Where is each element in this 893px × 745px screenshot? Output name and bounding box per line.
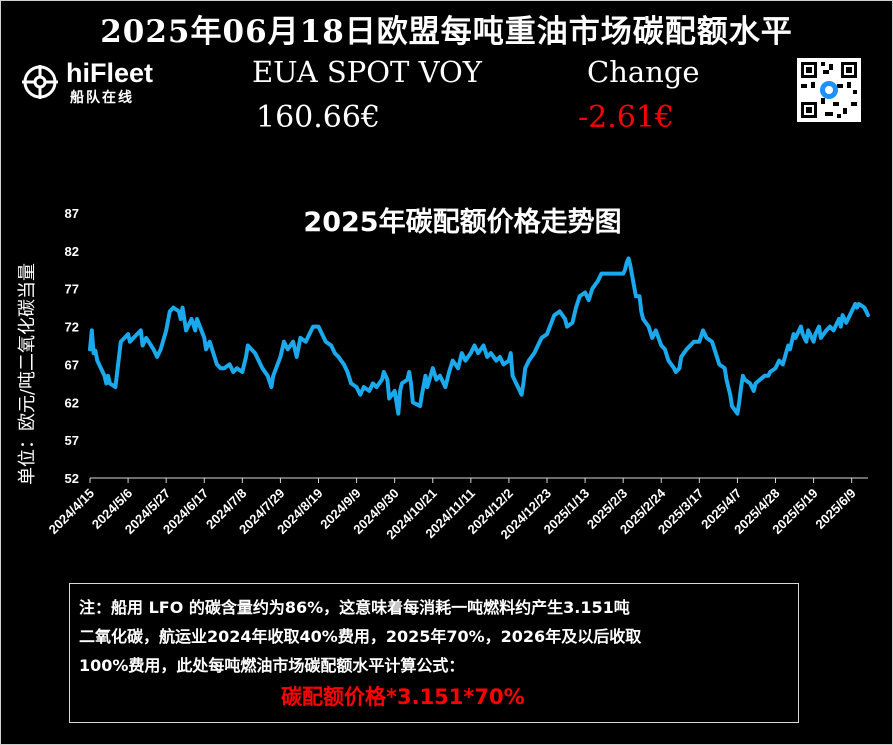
logo-name: hiFleet <box>66 58 154 88</box>
chart-title: 2025年碳配额价格走势图 <box>303 207 622 238</box>
y-tick-label: 57 <box>65 433 79 448</box>
note-line-1: 注：船用 LFO 的碳含量约为86%，这意味着每消耗一吨燃料约产生3.151吨 <box>79 598 630 617</box>
y-tick-label: 72 <box>65 320 79 335</box>
change-label: Change <box>587 55 700 89</box>
x-tick-label: 2024/4/15 <box>46 486 98 538</box>
qr-code-graphic <box>801 62 857 118</box>
price-chart: 52576267727782872024/4/152024/5/62024/5/… <box>46 206 870 542</box>
y-tick-label: 77 <box>65 282 79 297</box>
logo-subtitle: 船队在线 <box>70 90 134 106</box>
y-tick-label: 87 <box>65 206 79 221</box>
ship-wheel-icon <box>22 65 58 99</box>
series-line <box>88 256 870 416</box>
price-value: 160.66€ <box>256 100 381 135</box>
hifleet-logo[interactable]: hiFleet 船队在线 <box>20 58 170 106</box>
y-tick-label: 52 <box>65 471 79 486</box>
page-title: 2025年06月18日欧盟每吨重油市场碳配额水平 <box>100 14 793 50</box>
note-line-2: 二氧化碳，航运业2024年收取40%费用，2025年70%，2026年及以后收取 <box>79 627 642 646</box>
y-tick-label: 67 <box>65 357 79 372</box>
note-formula: 碳配额价格*3.151*70% <box>281 685 525 709</box>
note-box: 注：船用 LFO 的碳含量约为86%，这意味着每消耗一吨燃料约产生3.151吨 … <box>69 583 799 723</box>
qr-code-icon[interactable] <box>797 58 861 122</box>
y-tick-label: 62 <box>65 395 79 410</box>
change-value: -2.61€ <box>578 100 675 135</box>
price-label: EUA SPOT VOY <box>252 55 482 89</box>
note-line-3: 100%费用，此处每吨燃油市场碳配额水平计算公式： <box>79 656 465 675</box>
x-tick-label: 2025/6/9 <box>812 486 858 532</box>
y-tick-label: 82 <box>65 244 79 259</box>
